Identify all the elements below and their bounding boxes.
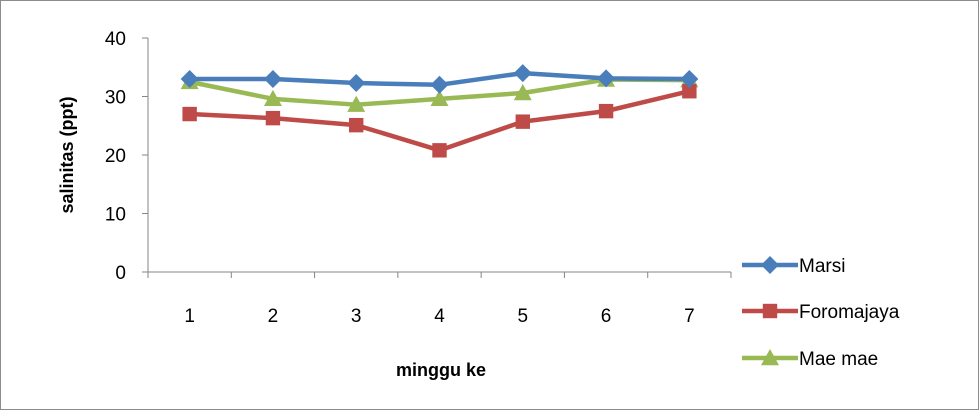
y-tick-label: 0 bbox=[115, 263, 126, 284]
y-tick-label: 40 bbox=[105, 29, 126, 50]
data-point bbox=[263, 89, 282, 107]
legend-item: Mae mae bbox=[742, 349, 878, 370]
data-point bbox=[680, 69, 699, 88]
data-point bbox=[180, 69, 199, 88]
data-point bbox=[263, 69, 282, 88]
legend-label: Foromajaya bbox=[799, 302, 900, 323]
x-tick-label: 7 bbox=[684, 306, 695, 327]
data-point bbox=[265, 110, 281, 126]
data-point bbox=[513, 83, 532, 101]
data-point bbox=[430, 75, 449, 94]
data-point bbox=[513, 64, 532, 83]
data-point bbox=[347, 95, 366, 112]
legend: Marsi Foromajaya Mae mae bbox=[742, 256, 900, 370]
legend-marker bbox=[761, 256, 779, 274]
legend-marker bbox=[762, 303, 778, 319]
x-tick-label: 5 bbox=[517, 306, 528, 327]
data-point bbox=[598, 103, 614, 119]
y-tick-label: 10 bbox=[105, 205, 126, 226]
y-tick-label: 20 bbox=[105, 146, 126, 167]
series-marsi bbox=[180, 64, 699, 94]
x-axis-title: minggu ke bbox=[396, 360, 486, 380]
data-point bbox=[349, 117, 364, 133]
y-tick-label: 30 bbox=[105, 88, 126, 109]
data-point bbox=[432, 143, 447, 158]
y-axis-title: salinitas (ppt) bbox=[57, 96, 77, 213]
legend-marker bbox=[761, 349, 779, 366]
series-foromajaya bbox=[182, 84, 697, 158]
data-point bbox=[182, 106, 197, 122]
data-point bbox=[597, 69, 616, 88]
x-tick-label: 1 bbox=[184, 306, 195, 327]
x-tick-label: 4 bbox=[434, 306, 445, 327]
data-point bbox=[347, 74, 366, 93]
x-tick-label: 2 bbox=[268, 306, 279, 327]
data-point bbox=[515, 114, 530, 129]
x-tick-label: 6 bbox=[601, 306, 612, 327]
legend-item: Marsi bbox=[742, 256, 845, 277]
data-point bbox=[430, 89, 449, 107]
legend-item: Foromajaya bbox=[742, 302, 900, 323]
x-axis-ticks: 1 2 3 4 5 6 7 bbox=[147, 272, 732, 327]
legend-label: Mae mae bbox=[799, 349, 878, 370]
data-point bbox=[682, 84, 697, 99]
x-tick-label: 3 bbox=[351, 306, 362, 327]
y-axis-ticks: 0 10 20 30 40 bbox=[105, 29, 148, 284]
series-layer bbox=[180, 64, 699, 158]
legend-label: Marsi bbox=[799, 256, 845, 277]
